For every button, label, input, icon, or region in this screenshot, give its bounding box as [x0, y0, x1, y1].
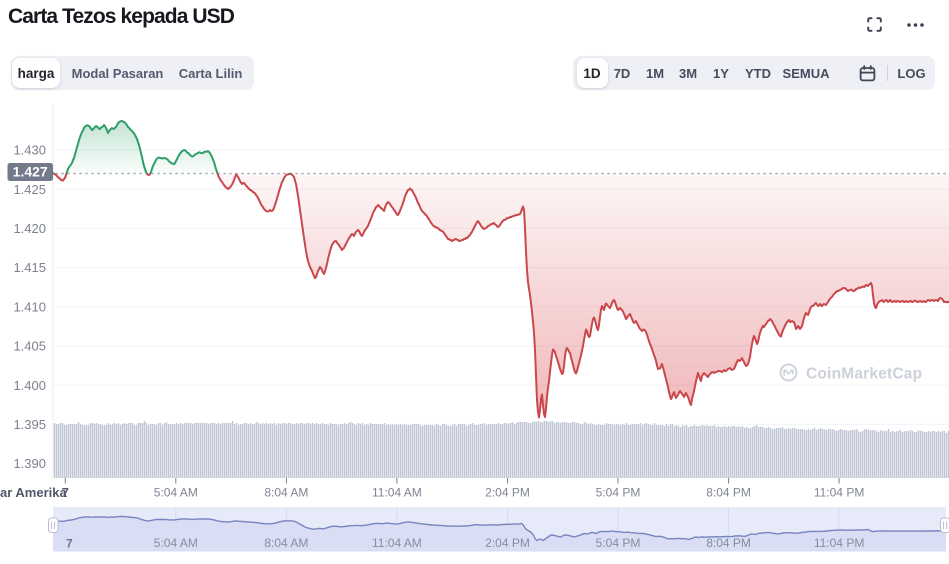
svg-text:7: 7 — [66, 537, 73, 551]
svg-text:1.400: 1.400 — [13, 378, 46, 393]
svg-text:1.410: 1.410 — [13, 299, 46, 314]
svg-text:CoinMarketCap: CoinMarketCap — [806, 366, 922, 383]
svg-text:2:04 PM: 2:04 PM — [485, 536, 530, 550]
svg-text:8:04 AM: 8:04 AM — [264, 486, 308, 500]
svg-text:5:04 AM: 5:04 AM — [154, 486, 198, 500]
svg-text:1.405: 1.405 — [13, 339, 46, 354]
svg-text:11:04 AM: 11:04 AM — [372, 486, 422, 500]
svg-text:5:04 PM: 5:04 PM — [596, 486, 641, 500]
svg-text:11:04 PM: 11:04 PM — [814, 486, 864, 500]
svg-text:1.390: 1.390 — [13, 456, 46, 471]
svg-text:11:04 PM: 11:04 PM — [814, 536, 864, 550]
svg-text:2:04 PM: 2:04 PM — [485, 486, 530, 500]
svg-text:8:04 AM: 8:04 AM — [264, 536, 308, 550]
svg-text:1.395: 1.395 — [13, 417, 46, 432]
svg-text:5:04 PM: 5:04 PM — [596, 536, 641, 550]
svg-text:1.420: 1.420 — [13, 221, 46, 236]
svg-text:8:04 PM: 8:04 PM — [706, 486, 751, 500]
svg-text:5:04 AM: 5:04 AM — [154, 536, 198, 550]
svg-text:1.415: 1.415 — [13, 260, 46, 275]
svg-text:1.425: 1.425 — [13, 182, 46, 197]
svg-text:8:04 PM: 8:04 PM — [706, 536, 751, 550]
svg-text:11:04 AM: 11:04 AM — [372, 536, 422, 550]
svg-text:1.427: 1.427 — [13, 164, 48, 180]
svg-text:ar Amerika: ar Amerika — [0, 485, 67, 500]
svg-text:1.430: 1.430 — [13, 143, 46, 158]
svg-text:7: 7 — [62, 485, 69, 500]
